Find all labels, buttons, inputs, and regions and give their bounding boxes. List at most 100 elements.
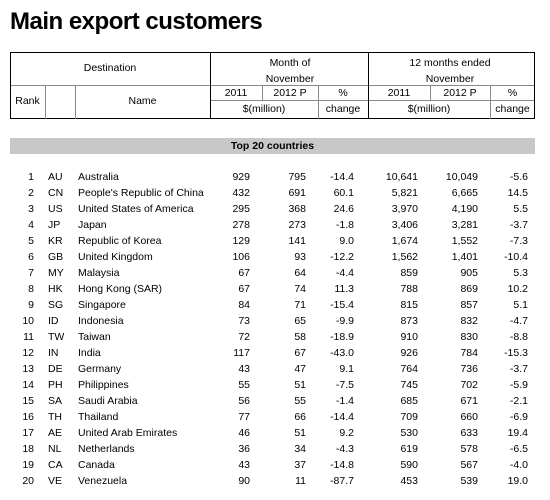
value-cell: 73 bbox=[238, 315, 250, 327]
rule bbox=[534, 52, 535, 119]
percent-cell: -12.2 bbox=[330, 251, 354, 263]
code-cell: CN bbox=[48, 187, 64, 199]
rank-cell: 13 bbox=[22, 363, 34, 375]
header-cell: change bbox=[495, 103, 530, 115]
header-cell: $(million) bbox=[242, 103, 286, 115]
value-cell: 709 bbox=[400, 411, 418, 423]
name-cell: Netherlands bbox=[78, 443, 135, 455]
value-cell: 530 bbox=[400, 427, 418, 439]
value-cell: 685 bbox=[400, 395, 418, 407]
rank-cell: 3 bbox=[28, 203, 34, 215]
value-cell: 56 bbox=[238, 395, 250, 407]
value-cell: 65 bbox=[294, 315, 306, 327]
name-cell: United Arab Emirates bbox=[78, 427, 178, 439]
code-cell: IN bbox=[48, 347, 59, 359]
value-cell: 590 bbox=[400, 459, 418, 471]
value-cell: 619 bbox=[400, 443, 418, 455]
percent-cell: -14.8 bbox=[330, 459, 354, 471]
value-cell: 295 bbox=[232, 203, 250, 215]
name-cell: Thailand bbox=[78, 411, 119, 423]
rank-cell: 17 bbox=[22, 427, 34, 439]
percent-cell: -1.4 bbox=[335, 395, 354, 407]
rank-cell: 2 bbox=[28, 187, 34, 199]
value-cell: 910 bbox=[400, 331, 418, 343]
value-cell: 873 bbox=[400, 315, 418, 327]
header-cell: Destination bbox=[83, 62, 137, 74]
percent-cell: 5.3 bbox=[513, 267, 528, 279]
percent-cell: -4.4 bbox=[335, 267, 354, 279]
value-cell: 736 bbox=[460, 363, 478, 375]
percent-cell: -2.1 bbox=[509, 395, 528, 407]
code-cell: JP bbox=[48, 219, 61, 231]
value-cell: 857 bbox=[460, 299, 478, 311]
rank-cell: 15 bbox=[22, 395, 34, 407]
rule bbox=[210, 52, 211, 119]
code-cell: ID bbox=[48, 315, 59, 327]
value-cell: 539 bbox=[460, 475, 478, 487]
percent-cell: 14.5 bbox=[507, 187, 528, 199]
rank-cell: 9 bbox=[28, 299, 34, 311]
header-cell: Month of November bbox=[265, 57, 315, 85]
rank-cell: 1 bbox=[28, 171, 34, 183]
value-cell: 815 bbox=[400, 299, 418, 311]
value-cell: 929 bbox=[232, 171, 250, 183]
value-cell: 1,562 bbox=[391, 251, 418, 263]
rank-cell: 19 bbox=[22, 459, 34, 471]
rule bbox=[318, 86, 319, 119]
code-cell: VE bbox=[48, 475, 63, 487]
value-cell: 905 bbox=[460, 267, 478, 279]
value-cell: 11 bbox=[295, 475, 306, 487]
percent-cell: 5.1 bbox=[513, 299, 528, 311]
value-cell: 432 bbox=[232, 187, 250, 199]
name-cell: India bbox=[78, 347, 101, 359]
value-cell: 764 bbox=[400, 363, 418, 375]
header-cell: 2011 bbox=[224, 87, 248, 99]
value-cell: 702 bbox=[460, 379, 478, 391]
value-cell: 5,821 bbox=[391, 187, 418, 199]
code-cell: DE bbox=[48, 363, 63, 375]
name-cell: Indonesia bbox=[78, 315, 124, 327]
percent-cell: -9.9 bbox=[335, 315, 354, 327]
value-cell: 55 bbox=[294, 395, 306, 407]
rank-cell: 18 bbox=[22, 443, 34, 455]
code-cell: GB bbox=[48, 251, 64, 263]
value-cell: 691 bbox=[288, 187, 306, 199]
value-cell: 3,970 bbox=[391, 203, 418, 215]
value-cell: 43 bbox=[238, 459, 250, 471]
value-cell: 51 bbox=[294, 379, 306, 391]
header-cell: Rank bbox=[15, 95, 40, 107]
percent-cell: -15.3 bbox=[504, 347, 528, 359]
percent-cell: 9.0 bbox=[339, 235, 354, 247]
value-cell: 64 bbox=[294, 267, 306, 279]
rule bbox=[10, 52, 535, 53]
percent-cell: 9.1 bbox=[339, 363, 354, 375]
value-cell: 3,406 bbox=[391, 219, 418, 231]
value-cell: 4,190 bbox=[451, 203, 478, 215]
name-cell: Republic of Korea bbox=[78, 235, 162, 247]
rank-cell: 10 bbox=[22, 315, 34, 327]
rule bbox=[75, 86, 76, 119]
value-cell: 869 bbox=[460, 283, 478, 295]
value-cell: 141 bbox=[288, 235, 306, 247]
percent-cell: -4.7 bbox=[509, 315, 528, 327]
value-cell: 51 bbox=[294, 427, 306, 439]
header-cell: Name bbox=[128, 95, 157, 107]
percent-cell: 24.6 bbox=[333, 203, 354, 215]
percent-cell: -3.7 bbox=[509, 219, 528, 231]
value-cell: 926 bbox=[400, 347, 418, 359]
percent-cell: -4.0 bbox=[509, 459, 528, 471]
value-cell: 72 bbox=[238, 331, 250, 343]
percent-cell: -43.0 bbox=[330, 347, 354, 359]
percent-cell: -14.4 bbox=[330, 411, 354, 423]
value-cell: 117 bbox=[233, 347, 250, 359]
value-cell: 46 bbox=[238, 427, 250, 439]
name-cell: Saudi Arabia bbox=[78, 395, 138, 407]
name-cell: Singapore bbox=[78, 299, 126, 311]
percent-cell: 9.2 bbox=[339, 427, 354, 439]
value-cell: 67 bbox=[294, 347, 306, 359]
value-cell: 1,552 bbox=[451, 235, 478, 247]
value-cell: 788 bbox=[400, 283, 418, 295]
value-cell: 106 bbox=[232, 251, 250, 263]
value-cell: 37 bbox=[294, 459, 306, 471]
